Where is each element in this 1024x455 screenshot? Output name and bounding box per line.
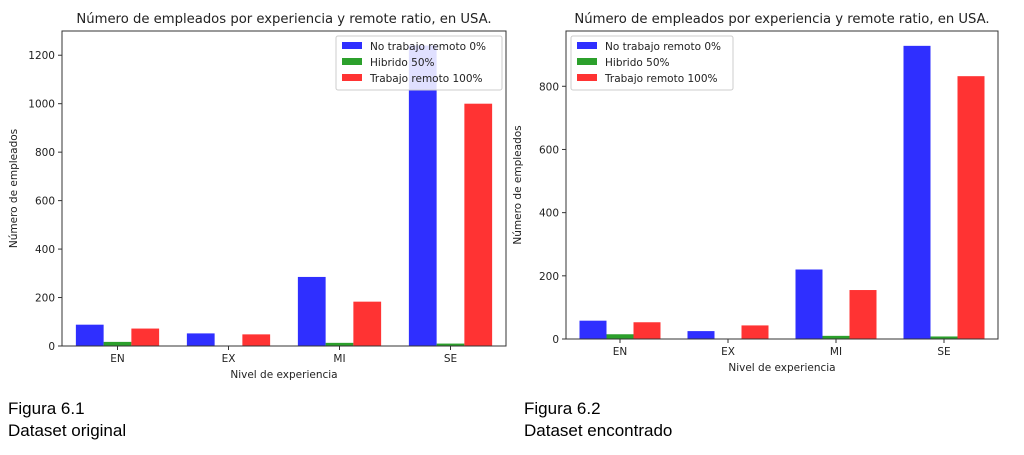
chart-title: Número de empleados por experiencia y re… bbox=[76, 11, 491, 27]
figure-label-2: Figura 6.2 bbox=[524, 399, 601, 418]
legend-box bbox=[335, 35, 503, 91]
y-tick-label: 200 bbox=[539, 271, 559, 283]
y-tick-label: 400 bbox=[539, 208, 559, 220]
x-tick-label: MI bbox=[333, 353, 345, 365]
x-tick-label: EN bbox=[613, 346, 628, 358]
legend-label-1: No trabajo remoto 0% bbox=[605, 41, 721, 53]
legend-label-3: Trabajo remoto 100% bbox=[369, 73, 483, 85]
bar-en-series-3 bbox=[131, 328, 160, 346]
bar-se-series-3 bbox=[957, 76, 985, 339]
bar-ex-series-1 bbox=[186, 333, 215, 346]
legend-swatch-3 bbox=[577, 74, 597, 81]
x-tick-label: SE bbox=[444, 353, 457, 365]
y-tick-label: 0 bbox=[552, 334, 559, 346]
figure-caption-2: Figura 6.2 Dataset encontrado bbox=[524, 398, 672, 442]
bar-en-series-2 bbox=[103, 341, 132, 346]
bar-ex-series-1 bbox=[687, 331, 715, 339]
bar-chart-1: Número de empleados por experiencia y re… bbox=[8, 11, 507, 381]
figure-panel-2: Número de empleados por experiencia y re… bbox=[512, 0, 1024, 455]
bar-chart-2: Número de empleados por experiencia y re… bbox=[512, 11, 999, 374]
y-tick-label: 600 bbox=[539, 144, 559, 156]
figure-label-1: Figura 6.1 bbox=[8, 399, 85, 418]
figure-caption-1: Figura 6.1 Dataset original bbox=[8, 398, 126, 442]
x-tick-label: EX bbox=[721, 346, 735, 358]
x-tick-label: EX bbox=[222, 353, 236, 365]
bar-se-series-1 bbox=[408, 45, 437, 347]
legend-swatch-1 bbox=[342, 42, 362, 49]
figure-panel-1: Número de empleados por experiencia y re… bbox=[8, 11, 507, 442]
figure-description-1: Dataset original bbox=[8, 421, 127, 440]
bar-mi-series-1 bbox=[297, 276, 326, 346]
plot-frame bbox=[61, 30, 507, 347]
y-tick-label: 0 bbox=[48, 341, 55, 353]
legend-box bbox=[570, 35, 734, 91]
y-axis-label: Número de empleados bbox=[512, 125, 524, 244]
y-tick-label: 800 bbox=[35, 147, 55, 159]
bar-en-series-1 bbox=[75, 324, 104, 346]
x-tick-label: MI bbox=[830, 346, 842, 358]
bar-mi-series-3 bbox=[849, 290, 877, 339]
legend-label-1: No trabajo remoto 0% bbox=[370, 41, 486, 53]
x-axis-label: Nivel de experiencia bbox=[728, 362, 835, 374]
bar-ex-series-3 bbox=[242, 334, 271, 346]
y-tick-label: 400 bbox=[35, 244, 55, 256]
legend-swatch-3 bbox=[342, 74, 362, 81]
bar-se-series-2 bbox=[930, 336, 958, 339]
bar-mi-series-1 bbox=[795, 269, 823, 339]
bar-se-series-3 bbox=[464, 103, 493, 346]
x-axis-label: Nivel de experiencia bbox=[230, 369, 337, 381]
bar-mi-series-2 bbox=[822, 335, 850, 339]
legend-label-2: Hibrido 50% bbox=[605, 57, 669, 69]
bar-en-series-3 bbox=[633, 322, 661, 339]
y-tick-label: 800 bbox=[539, 81, 559, 93]
bar-en-series-1 bbox=[579, 320, 607, 339]
legend-swatch-2 bbox=[342, 58, 362, 65]
y-tick-label: 1200 bbox=[28, 50, 55, 62]
y-tick-label: 600 bbox=[35, 196, 55, 208]
bar-en-series-2 bbox=[606, 334, 634, 339]
plot-frame bbox=[565, 30, 999, 340]
chart-title: Número de empleados por experiencia y re… bbox=[574, 11, 989, 27]
legend-swatch-1 bbox=[577, 42, 597, 49]
y-tick-label: 1000 bbox=[28, 99, 55, 111]
bar-mi-series-2 bbox=[325, 342, 354, 346]
figure-description-2: Dataset encontrado bbox=[524, 421, 673, 440]
bar-ex-series-3 bbox=[741, 325, 769, 339]
legend-swatch-2 bbox=[577, 58, 597, 65]
bar-mi-series-3 bbox=[353, 301, 382, 346]
bar-se-series-1 bbox=[903, 45, 931, 340]
x-tick-label: EN bbox=[110, 353, 125, 365]
legend-label-3: Trabajo remoto 100% bbox=[604, 73, 718, 85]
y-axis-label: Número de empleados bbox=[8, 129, 20, 248]
y-tick-label: 200 bbox=[35, 293, 55, 305]
legend-label-2: Hibrido 50% bbox=[370, 57, 434, 69]
bar-se-series-2 bbox=[436, 343, 465, 346]
x-tick-label: SE bbox=[937, 346, 950, 358]
